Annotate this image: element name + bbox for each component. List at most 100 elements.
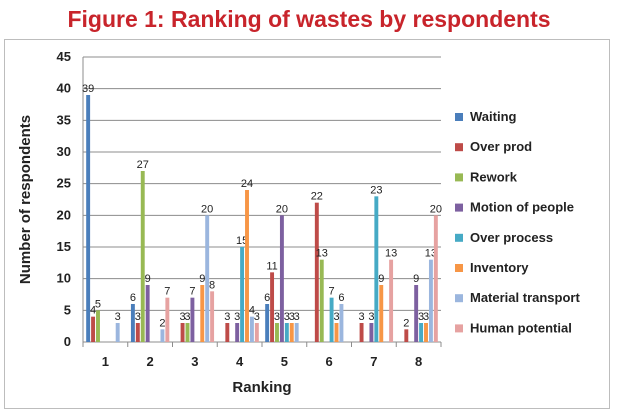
data-label: 8 [209,279,215,291]
y-axis-title: Number of respondents [17,115,34,284]
legend-label: Rework [470,169,518,184]
bar [160,329,165,342]
x-tick-label: 4 [236,354,244,369]
data-label: 9 [145,273,151,285]
x-tick-label: 1 [102,354,109,369]
bar [165,297,170,342]
data-label: 3 [224,311,230,323]
data-label: 4 [90,305,96,317]
bar [96,310,100,342]
bar [135,323,140,342]
bar [130,304,135,342]
data-label: 39 [82,83,94,95]
bar [414,285,419,342]
legend-swatch [455,173,463,182]
legend-label: Material transport [470,290,580,305]
data-label: 23 [370,184,382,196]
data-label: 20 [201,203,213,215]
bar [190,297,195,342]
legend-label: Waiting [470,109,517,124]
data-label: 11 [266,260,277,272]
x-tick-label: 2 [147,354,154,369]
y-tick-label: 30 [57,144,71,159]
data-label: 3 [294,311,300,323]
bar [210,291,215,342]
data-label: 6 [338,292,344,304]
legend-label: Motion of people [470,200,574,215]
x-tick-label: 6 [326,354,333,369]
y-tick-label: 20 [57,207,71,222]
bar [329,297,334,342]
bar [369,323,374,342]
bar [115,323,120,342]
legend-label: Human potential [470,320,572,335]
chart-title: Figure 1: Ranking of wastes by responden… [67,6,551,32]
data-label: 2 [403,317,409,329]
data-label: 13 [316,248,328,260]
data-label: 9 [378,273,384,285]
data-label: 20 [430,203,442,215]
bar [359,323,364,342]
data-label: 3 [359,311,365,323]
bar [270,272,275,342]
legend-swatch [455,294,463,303]
legend-swatch [455,203,463,212]
legend-label: Inventory [470,260,529,275]
y-tick-label: 40 [57,81,71,96]
data-label: 20 [276,203,288,215]
x-tick-label: 8 [415,354,422,369]
legend-swatch [455,264,463,272]
data-label: 3 [289,311,295,323]
bar [249,316,254,342]
bar [235,323,240,342]
x-tick-label: 3 [191,354,198,369]
data-label: 3 [234,311,240,323]
y-tick-label: 35 [57,112,71,127]
bar [428,259,433,342]
y-tick-label: 25 [57,176,71,191]
bar [245,190,249,342]
bar [334,323,339,342]
x-tick-label: 7 [370,354,377,369]
data-label: 27 [137,159,149,171]
y-tick-label: 15 [57,239,71,254]
data-label: 7 [329,286,335,298]
data-label: 5 [95,298,101,310]
bar [374,196,379,342]
data-label: 9 [199,273,205,285]
x-axis-title: Ranking [232,379,291,396]
data-label: 6 [130,292,136,304]
data-label: 3 [423,311,429,323]
bar [419,323,424,342]
bar [379,285,384,342]
data-label: 3 [274,311,280,323]
bar [433,215,438,342]
bar [91,316,96,342]
data-label: 3 [368,311,374,323]
data-label: 7 [164,286,170,298]
bar [279,215,284,342]
data-label: 7 [189,286,195,298]
bar [319,259,324,342]
bar [205,215,210,342]
data-label: 3 [418,311,424,323]
bar [424,323,428,342]
bar [284,323,289,342]
bar [86,95,91,342]
x-tick-label: 5 [281,354,288,369]
data-label: 3 [184,311,190,323]
bar [289,323,294,342]
data-label: 13 [385,248,397,260]
bar [145,285,150,342]
data-label: 3 [135,311,141,323]
data-label: 3 [115,311,121,323]
y-tick-label: 0 [64,334,71,349]
bar [240,247,245,342]
data-label: 3 [333,311,339,323]
bar [314,202,319,342]
bar [265,304,270,342]
data-label: 3 [180,311,186,323]
data-label: 22 [311,191,323,203]
data-label: 3 [284,311,290,323]
